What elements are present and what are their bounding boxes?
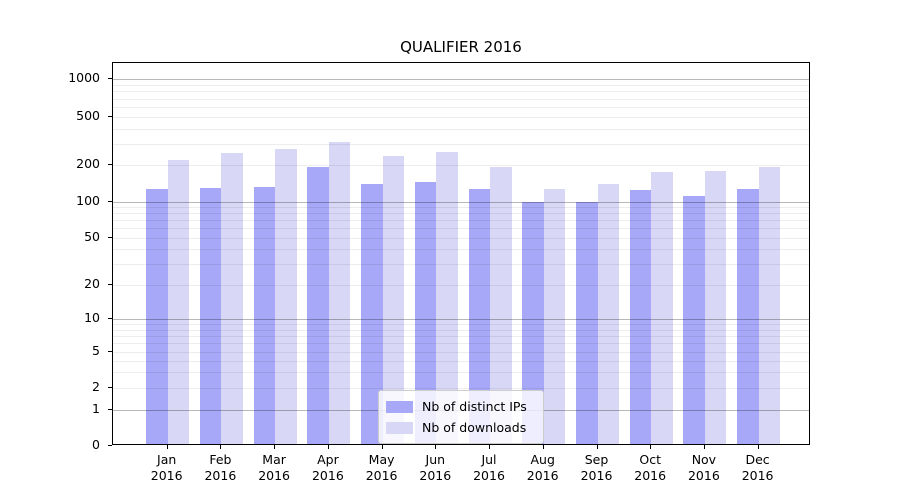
y-tick-label: 5 [92,342,100,358]
x-tick-mark [327,445,329,449]
legend: Nb of distinct IPs Nb of downloads [378,390,544,444]
bar-downloads [167,159,190,444]
y-tick-label: 100 [76,192,100,208]
bar-downloads [490,166,512,444]
bar-downloads [382,155,405,444]
bar-distinct-ips [199,187,222,444]
bar-distinct-ips [683,196,705,444]
bar-distinct-ips [629,190,652,444]
y-tick-mark [108,318,112,319]
y-tick-mark [108,236,112,238]
x-tick-mark [703,445,705,449]
y-tick-mark [108,284,112,285]
y-tick-label: 10 [84,310,100,325]
y-tick-mark [108,350,112,352]
legend-item: Nb of downloads [386,417,535,438]
bar-downloads [758,166,781,444]
y-tick-mark [108,200,112,202]
x-tick-label: Apr 2016 [311,452,344,483]
x-tick-mark [166,445,168,449]
bar-distinct-ips [522,202,544,444]
bar-distinct-ips [414,181,437,444]
bars-layer [113,63,809,444]
y-tick-label: 1000 [68,70,100,86]
y-tick-mark [108,116,112,117]
x-tick-mark [650,445,652,449]
x-tick-mark [220,445,222,449]
y-tick-label: 0 [92,437,100,452]
bar-downloads [651,171,673,444]
x-tick-label: Aug 2016 [526,452,559,483]
x-tick-label: Mar 2016 [258,452,290,483]
bar-distinct-ips [307,167,329,444]
y-tick-mark [108,78,112,80]
legend-label: Nb of downloads [422,420,527,435]
y-tick-label: 1 [92,400,100,416]
bar-downloads [597,183,619,444]
bar-distinct-ips [146,189,168,444]
y-tick-label: 2 [92,378,100,394]
y-tick-label: 20 [84,276,100,291]
x-tick-mark [757,445,759,449]
x-tick-label: Jul 2016 [473,452,505,483]
y-tick-label: 50 [84,228,100,244]
bar-downloads [704,171,727,444]
bar-downloads [328,141,351,444]
x-tick-mark [596,445,598,449]
bar-downloads [221,153,243,444]
x-tick-mark [435,445,437,449]
x-tick-mark [542,445,544,449]
bar-distinct-ips [737,189,759,444]
x-tick-label: Oct 2016 [634,452,667,483]
bar-downloads [275,148,297,444]
x-tick-label: Jan 2016 [150,452,183,483]
y-tick-mark [108,386,112,388]
y-tick-mark [108,164,112,166]
chart-title: QUALIFIER 2016 [400,38,522,56]
legend-item: Nb of distinct IPs [386,396,535,417]
x-tick-mark [381,445,383,449]
x-tick-mark [274,445,276,449]
x-tick-label: Nov 2016 [687,452,720,483]
legend-swatch-distinct-ips-icon [386,400,413,413]
bar-distinct-ips [361,183,383,444]
x-tick-label: Dec 2016 [741,452,774,483]
x-tick-label: May 2016 [365,452,398,483]
bar-distinct-ips [576,201,598,444]
legend-label: Nb of distinct IPs [422,399,527,414]
y-tick-mark [108,408,112,410]
x-tick-label: Jun 2016 [419,452,452,483]
plot-area [112,62,810,445]
y-tick-label: 200 [76,156,100,172]
bar-downloads [543,188,566,444]
x-tick-label: Sep 2016 [580,452,613,483]
bar-downloads [436,151,458,444]
y-tick-label: 500 [76,108,100,123]
x-tick-mark [489,445,490,449]
x-tick-label: Feb 2016 [204,452,237,483]
y-tick-mark [108,445,112,446]
bar-distinct-ips [468,188,490,444]
bar-distinct-ips [253,187,276,444]
legend-swatch-downloads-icon [386,421,413,434]
